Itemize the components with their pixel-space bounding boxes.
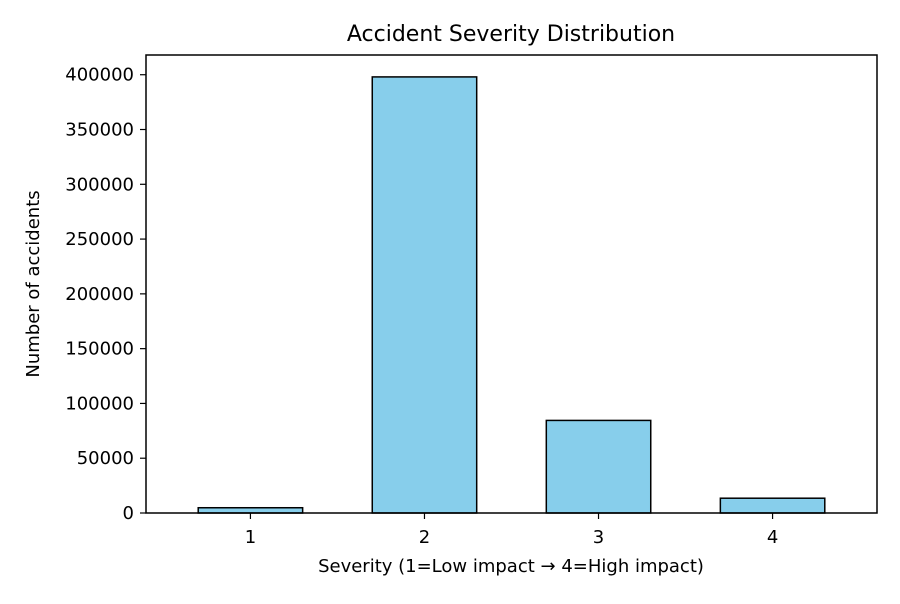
- y-tick-label: 250000: [65, 229, 134, 250]
- bar-severity-2: [371, 76, 478, 514]
- y-tick-label: 100000: [65, 393, 134, 414]
- x-tick-label: 1: [245, 527, 256, 548]
- bars-layer: [197, 76, 826, 514]
- x-tick-label: 2: [419, 527, 430, 548]
- y-tick-label: 0: [123, 503, 134, 524]
- y-axis-ticks: 0 50000 100000 150000 200000 250000 300000 3500…: [65, 65, 146, 524]
- chart-title: Accident Severity Distribution: [347, 22, 675, 47]
- y-tick-label: 150000: [65, 339, 134, 360]
- x-axis-label: Severity (1=Low impact → 4=High impact): [318, 556, 704, 577]
- x-axis-ticks: 1 2 3 4: [245, 513, 778, 548]
- y-tick-label: 350000: [65, 120, 134, 141]
- y-tick-label: 400000: [65, 65, 134, 86]
- y-tick-label: 300000: [65, 174, 134, 195]
- x-tick-label: 3: [593, 527, 604, 548]
- bar-severity-4: [719, 497, 826, 514]
- bar-severity-1: [197, 506, 304, 514]
- plot-frame: [145, 54, 878, 514]
- bar-severity-3: [545, 419, 652, 514]
- x-tick-label: 4: [767, 527, 778, 548]
- y-axis-label: Number of accidents: [23, 190, 44, 377]
- y-tick-label: 50000: [77, 448, 134, 469]
- y-tick-label: 200000: [65, 284, 134, 305]
